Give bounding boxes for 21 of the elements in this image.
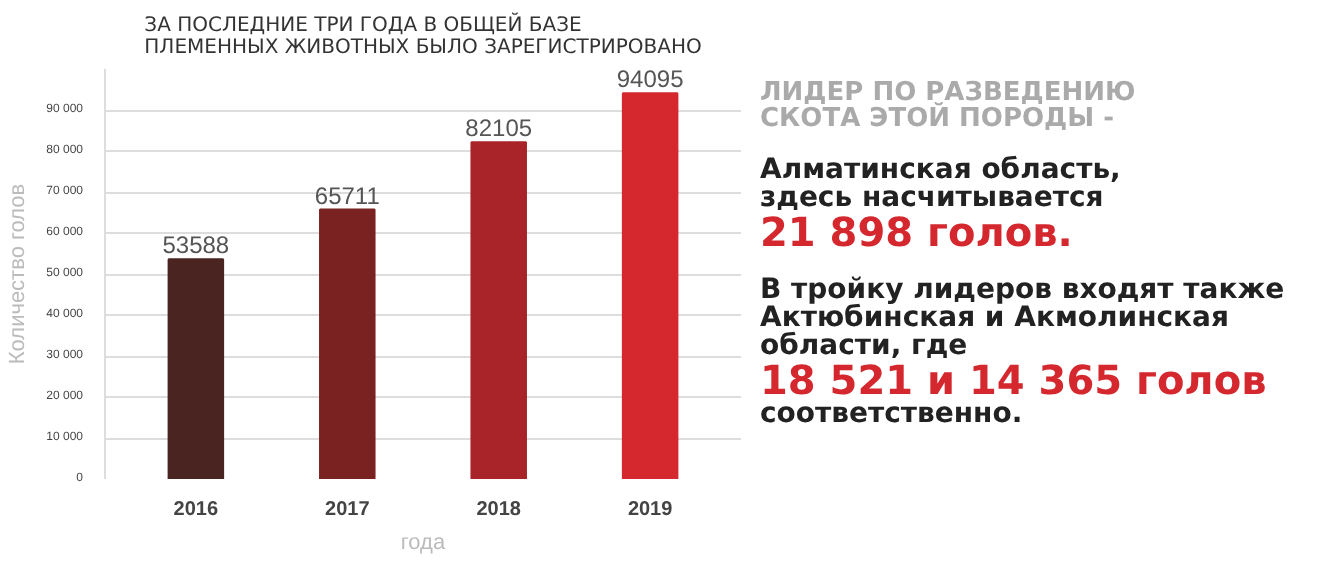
text: Алматинская область, здесь насчитывается xyxy=(760,154,1123,214)
text: 21 898 голов. xyxy=(760,208,1075,256)
data-label: 65711 xyxy=(314,181,381,210)
text: ЛИДЕР ПО РАЗВЕДЕНИЮ СКОТА ЭТОЙ ПОРОДЫ - xyxy=(760,78,1138,134)
text: В тройку лидеров входят также Актюбинская и Акмолинская области, где xyxy=(760,274,1285,362)
text: 18 521 и 14 365 голов xyxy=(760,356,1269,404)
x-axis-title: года xyxy=(400,531,447,555)
x-tick-label: 2017 xyxy=(325,499,371,521)
chart-title: ЗА ПОСЛЕДНИЕ ТРИ ГОДА В ОБЩЕЙ БАЗЕ ПЛЕМЕННЫХ ЖИВОТНЫХ БЫЛО ЗАРЕГИСТРИРОВАНО xyxy=(144,11,702,59)
data-label: 94095 xyxy=(616,65,685,94)
x-tick-label: 2018 xyxy=(476,499,522,521)
bar xyxy=(621,92,679,479)
bar xyxy=(470,141,527,479)
data-label: 53588 xyxy=(162,231,230,260)
x-tick-label: 2016 xyxy=(173,499,219,521)
bar xyxy=(319,208,376,479)
text: соответственно. xyxy=(760,398,1025,430)
x-tick-label: 2019 xyxy=(627,499,674,521)
data-label: 82105 xyxy=(465,114,533,143)
y-axis-title: Количество голов xyxy=(6,183,31,365)
bar xyxy=(167,258,225,479)
